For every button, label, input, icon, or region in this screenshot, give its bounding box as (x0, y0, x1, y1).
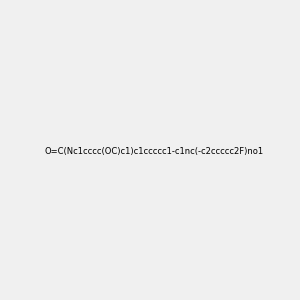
Text: O=C(Nc1cccc(OC)c1)c1ccccc1-c1nc(-c2ccccc2F)no1: O=C(Nc1cccc(OC)c1)c1ccccc1-c1nc(-c2ccccc… (44, 147, 263, 156)
